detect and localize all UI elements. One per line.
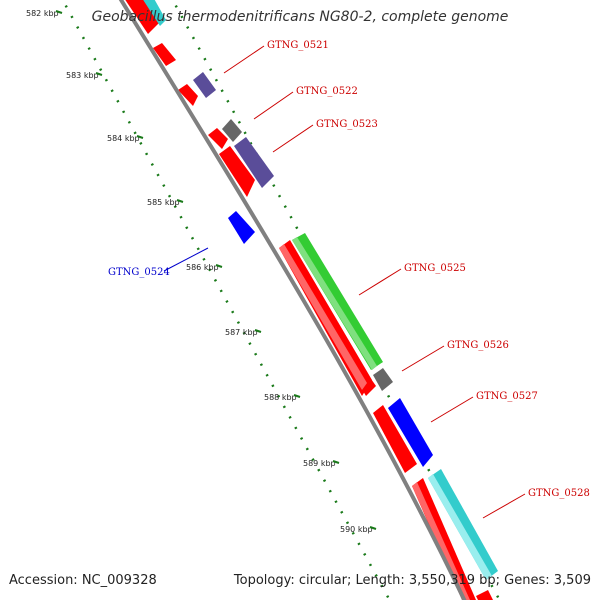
- ruler-tick-mark: [55, 10, 63, 14]
- backbone-layer: [118, 0, 467, 600]
- ruler-tick-label: 583 kbp: [66, 71, 99, 80]
- ruler-tick-mark: [254, 329, 262, 333]
- gene-label: GTNG_0523: [316, 119, 378, 130]
- gene-label: GTNG_0524: [108, 267, 170, 278]
- ruler-tick-label: 582 kbp: [26, 9, 59, 18]
- ruler-tick-label: 588 kbp: [264, 393, 297, 402]
- cds-block-forward: [476, 590, 493, 600]
- gene-leader-line: [272, 124, 314, 153]
- gene-leader-line: [223, 45, 265, 74]
- feature-highlight: [428, 474, 492, 580]
- cds-arrow-forward: [373, 405, 417, 473]
- ruler-tick-label: 586 kbp: [186, 263, 219, 272]
- map-title: Geobacillus thermodenitrificans NG80-2, …: [91, 9, 509, 25]
- label-layer: GTNG_0521 GTNG_0522 GTNG_0523 GTNG_0524 GTNG…: [108, 40, 590, 519]
- ruler-tick-mark: [369, 526, 377, 530]
- feature-block-gray: [222, 119, 242, 142]
- ruler-tick-mark: [332, 460, 340, 464]
- ruler-tick-mark: [215, 264, 223, 268]
- feature-block-blue: [388, 398, 433, 467]
- ruler-tick-label: 584 kbp: [107, 134, 140, 143]
- genome-summary-text: Topology: circular; Length: 3,550,319 bp…: [233, 573, 591, 588]
- feature-block-cyan: [143, 0, 166, 26]
- ruler-tick-label: 587 kbp: [225, 328, 258, 337]
- gene-leader-line: [430, 396, 474, 423]
- gene-leader-line: [163, 247, 209, 272]
- ruler-tick-mark: [95, 72, 103, 76]
- feature-highlight: [412, 482, 470, 600]
- genome-backbone: [118, 0, 467, 600]
- feature-highlight: [292, 237, 377, 370]
- feature-layer: [125, 0, 498, 600]
- gene-label: GTNG_0522: [296, 86, 358, 97]
- feature-block-purple: [193, 72, 216, 98]
- ruler-tick-label: 585 kbp: [147, 198, 180, 207]
- ruler-tick-label: 590 kbp: [340, 525, 373, 534]
- cds-arrow-reverse: [228, 211, 255, 244]
- ruler-tick-label: 589 kbp: [303, 459, 336, 468]
- cds-arrow-forward: [153, 43, 176, 66]
- gene-leader-line: [401, 345, 445, 372]
- gene-label: GTNG_0521: [267, 40, 329, 51]
- ruler-tick-mark: [293, 394, 301, 398]
- ruler-tick-mark: [176, 199, 184, 203]
- feature-block-purple: [234, 137, 274, 188]
- gene-leader-line: [253, 91, 294, 120]
- cds-arrow-forward: [208, 128, 228, 149]
- gene-label: GTNG_0527: [476, 391, 538, 402]
- gene-label: GTNG_0525: [404, 263, 466, 274]
- ruler-tick-mark: [136, 135, 144, 139]
- cds-arrow-forward: [178, 84, 198, 106]
- gene-leader-line: [358, 268, 402, 296]
- accession-text: Accession: NC_009328: [9, 573, 157, 588]
- gene-label: GTNG_0528: [528, 488, 590, 499]
- ruler-layer: 582 kbp 583 kbp 584 kbp 585 kbp 586 kbp 587 k…: [26, 0, 501, 600]
- gene-label: GTNG_0526: [447, 340, 509, 351]
- feature-highlight: [279, 244, 367, 390]
- cds-arrow-forward: [219, 146, 255, 197]
- feature-block-gray: [373, 368, 393, 391]
- gene-leader-line: [482, 493, 526, 519]
